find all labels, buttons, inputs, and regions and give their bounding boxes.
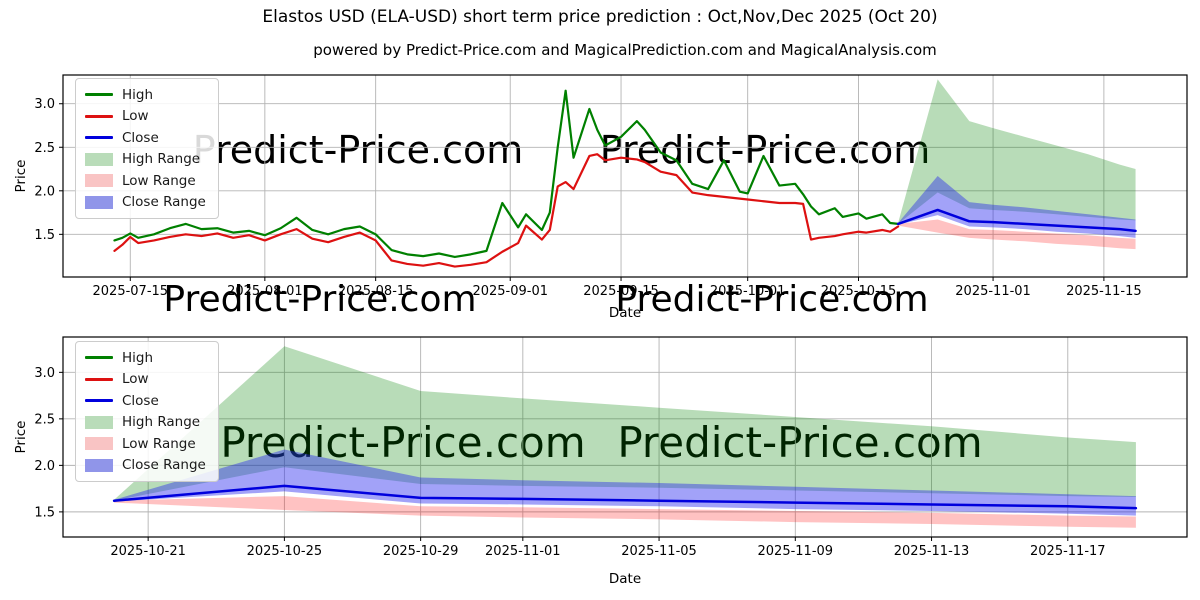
page-title: Elastos USD (ELA-USD) short term price p… bbox=[262, 7, 938, 27]
x-tick-label: 2025-10-01 bbox=[710, 284, 786, 299]
y-tick-label: 1.5 bbox=[34, 505, 55, 520]
legend-item-high-range: High Range bbox=[85, 412, 206, 434]
forecast-chart-legend: High Low Close High Range Low Range Close Ran… bbox=[75, 341, 219, 482]
legend-label: Low Range bbox=[122, 435, 196, 452]
x-tick-label: 2025-11-13 bbox=[894, 544, 970, 559]
x-tick-label: 2025-11-09 bbox=[758, 544, 834, 559]
legend-line-swatch bbox=[85, 114, 113, 118]
x-axis-label: Date bbox=[609, 305, 641, 321]
x-tick-label: 2025-07-15 bbox=[93, 284, 169, 299]
legend-fill-swatch bbox=[85, 415, 113, 429]
x-tick-label: 2025-11-01 bbox=[955, 284, 1031, 299]
low-range-band bbox=[114, 496, 1136, 528]
high-range-band bbox=[898, 79, 1136, 224]
y-tick-label: 3.0 bbox=[34, 97, 55, 112]
watermark-text: Predict-Price.com bbox=[163, 279, 476, 320]
high-range-band bbox=[114, 346, 1136, 501]
close-range-band bbox=[898, 176, 1136, 238]
x-tick-label: 2025-11-01 bbox=[485, 544, 561, 559]
legend-item-close-range: Close Range bbox=[85, 192, 206, 214]
close-line bbox=[896, 208, 1137, 233]
x-tick-label: 2025-11-15 bbox=[1066, 284, 1142, 299]
legend-line-swatch bbox=[85, 377, 113, 381]
plot-border bbox=[62, 74, 1188, 278]
watermark-text: Predict-Price.com bbox=[617, 418, 982, 467]
y-tick-label: 2.0 bbox=[34, 184, 55, 199]
x-tick-label: 2025-10-15 bbox=[821, 284, 897, 299]
watermark-text: Predict-Price.com bbox=[615, 279, 928, 320]
close-range-band bbox=[114, 449, 1136, 516]
x-tick-label: 2025-10-21 bbox=[110, 544, 186, 559]
plot-border bbox=[62, 336, 1188, 538]
legend-label: Low bbox=[122, 108, 149, 125]
y-axis-label: Price bbox=[13, 421, 29, 454]
legend-fill-swatch bbox=[85, 195, 113, 209]
legend-label: High bbox=[122, 349, 154, 366]
y-tick-label: 1.5 bbox=[34, 228, 55, 243]
x-tick-label: 2025-11-05 bbox=[621, 544, 697, 559]
x-tick-label: 2025-08-01 bbox=[227, 284, 303, 299]
legend-fill-swatch bbox=[85, 458, 113, 472]
legend-item-high-range: High Range bbox=[85, 149, 206, 171]
legend-line-swatch bbox=[85, 399, 113, 403]
y-tick-label: 2.5 bbox=[34, 141, 55, 156]
legend-fill-swatch bbox=[85, 174, 113, 188]
legend-label: Close bbox=[122, 392, 159, 409]
x-tick-label: 2025-11-17 bbox=[1030, 544, 1106, 559]
watermark-text: Predict-Price.com bbox=[600, 128, 931, 172]
legend-item-close-range: Close Range bbox=[85, 455, 206, 477]
legend-item-close: Close bbox=[85, 390, 206, 412]
legend-label: Low Range bbox=[122, 172, 196, 189]
y-tick-label: 2.0 bbox=[34, 459, 55, 474]
legend-fill-swatch bbox=[85, 437, 113, 451]
x-tick-label: 2025-09-15 bbox=[583, 284, 659, 299]
legend-line-swatch bbox=[85, 93, 113, 97]
x-tick-label: 2025-10-25 bbox=[247, 544, 323, 559]
low-range-band bbox=[898, 219, 1136, 250]
legend-line-swatch bbox=[85, 356, 113, 360]
legend-item-low: Low bbox=[85, 369, 206, 391]
legend-item-high: High bbox=[85, 84, 206, 106]
x-tick-label: 2025-10-29 bbox=[383, 544, 459, 559]
low-line bbox=[113, 153, 900, 268]
history-chart-legend: High Low Close High Range Low Range Close Ran… bbox=[75, 78, 219, 219]
page-subtitle: powered by Predict-Price.com and Magical… bbox=[313, 41, 937, 59]
x-tick-label: 2025-08-15 bbox=[338, 284, 414, 299]
legend-item-low: Low bbox=[85, 106, 206, 128]
legend-label: High Range bbox=[122, 414, 201, 431]
high-line bbox=[113, 89, 900, 259]
legend-line-swatch bbox=[85, 136, 113, 140]
y-axis-label: Price bbox=[13, 160, 29, 193]
watermark-text: Predict-Price.com bbox=[193, 128, 524, 172]
legend-item-close: Close bbox=[85, 127, 206, 149]
legend-label: High bbox=[122, 86, 154, 103]
watermark-text: Predict-Price.com bbox=[220, 418, 585, 467]
x-tick-label: 2025-09-01 bbox=[472, 284, 548, 299]
legend-label: Close Range bbox=[122, 194, 206, 211]
close-line bbox=[112, 484, 1138, 510]
legend-label: Close bbox=[122, 129, 159, 146]
legend-item-low-range: Low Range bbox=[85, 433, 206, 455]
legend-fill-swatch bbox=[85, 152, 113, 166]
y-tick-label: 3.0 bbox=[34, 366, 55, 381]
x-axis-label: Date bbox=[609, 571, 641, 587]
legend-label: High Range bbox=[122, 151, 201, 168]
legend-label: Low bbox=[122, 371, 149, 388]
y-tick-label: 2.5 bbox=[34, 412, 55, 427]
legend-item-high: High bbox=[85, 347, 206, 369]
legend-item-low-range: Low Range bbox=[85, 170, 206, 192]
legend-label: Close Range bbox=[122, 457, 206, 474]
